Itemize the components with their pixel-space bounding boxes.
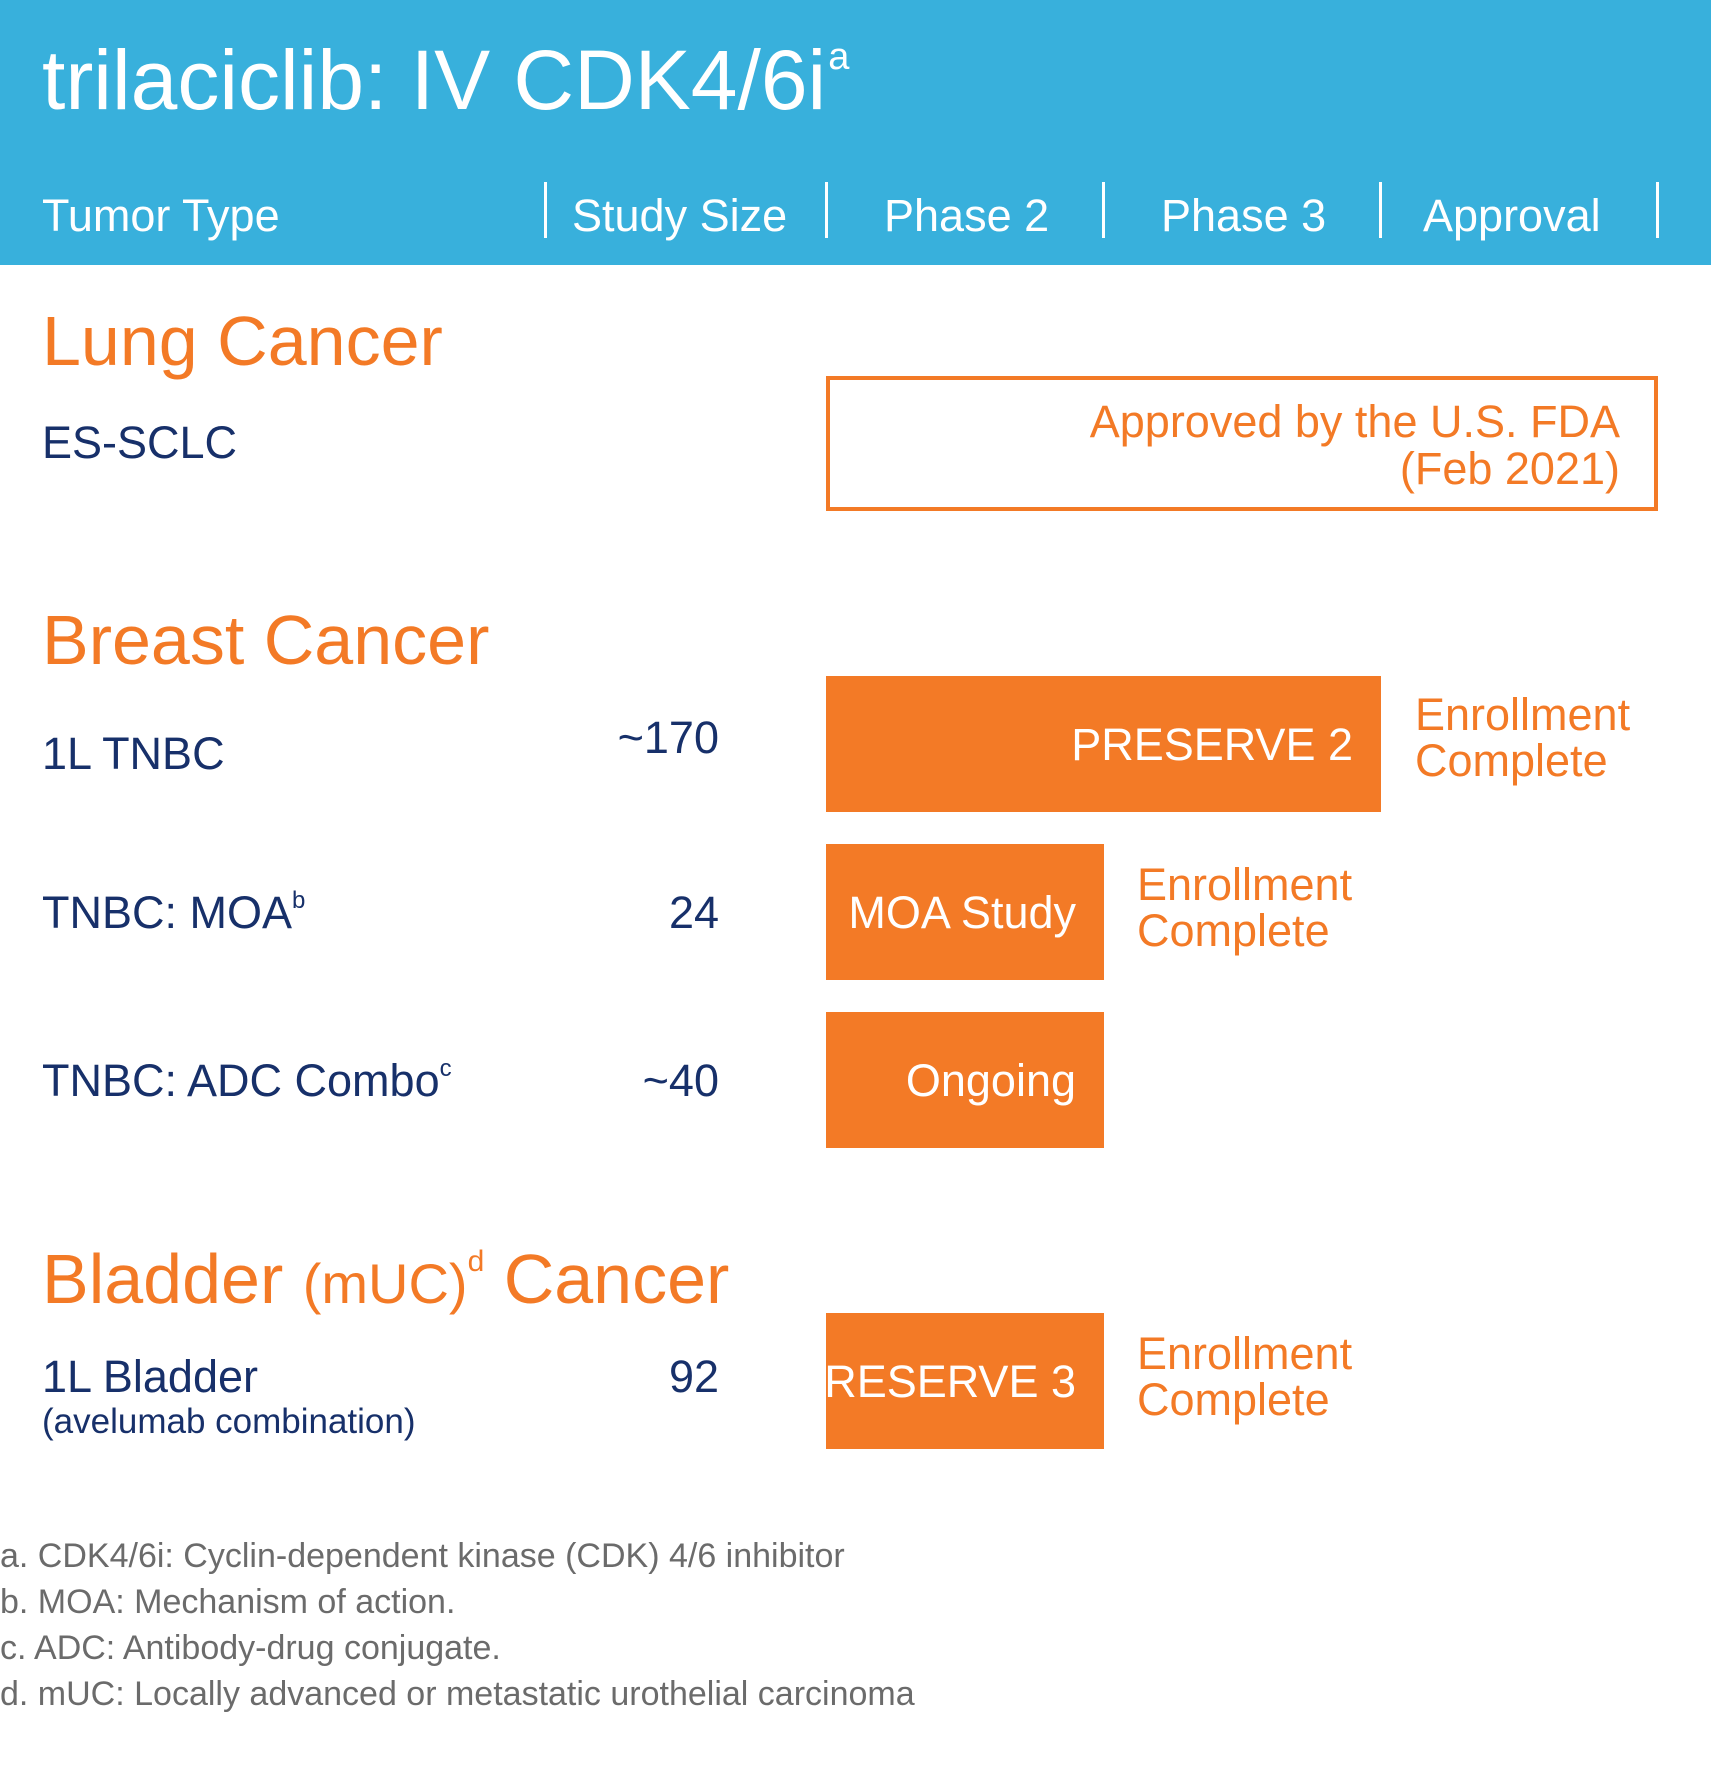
status-line: Enrollment xyxy=(1137,859,1353,910)
footnote-d: d. mUC: Locally advanced or metastatic u… xyxy=(0,1675,915,1713)
status-line: Complete xyxy=(1137,904,1330,956)
row-sublabel-avelumab: (avelumab combination) xyxy=(42,1402,416,1441)
row-label-tnbc-moa: TNBC: MOAb xyxy=(42,887,306,938)
column-header-phase-2: Phase 2 xyxy=(884,190,1050,241)
row-label-1l-tnbc: 1L TNBC xyxy=(42,728,225,779)
bar-label: MOA Study xyxy=(848,886,1076,938)
study-size-1l-bladder: 92 xyxy=(668,1351,719,1402)
footnote-marker: c xyxy=(439,1055,452,1082)
status-enrollment-complete: Enrollment Complete xyxy=(1415,692,1630,784)
column-header-study-size: Study Size xyxy=(572,190,788,241)
approval-date: (Feb 2021) xyxy=(1399,443,1620,495)
status-line: Complete xyxy=(1137,1373,1330,1425)
progress-bar-ongoing: Ongoing xyxy=(826,1012,1104,1148)
row-label-tnbc-adc-combo: TNBC: ADC Comboc xyxy=(42,1055,452,1106)
status-enrollment-complete: Enrollment Complete xyxy=(1137,1331,1352,1423)
status-line: Enrollment xyxy=(1415,689,1631,740)
page-title: trilaciclib: IV CDK4/6ia xyxy=(42,33,850,127)
progress-bar-moa-study: MOA Study xyxy=(826,844,1104,980)
header-banner: trilaciclib: IV CDK4/6ia Tumor Type Stud… xyxy=(0,0,1711,265)
footnote-a: a. CDK4/6i: Cyclin-dependent kinase (CDK… xyxy=(0,1537,845,1575)
bar-label: PRESERVE 3 xyxy=(794,1355,1076,1407)
progress-bar-preserve-3: PRESERVE 3 xyxy=(794,1313,1104,1449)
section-title-lung-cancer: Lung Cancer xyxy=(42,302,443,380)
footnote-c: c. ADC: Antibody-drug conjugate. xyxy=(0,1629,501,1667)
column-header-approval: Approval xyxy=(1423,190,1601,241)
column-header-phase-3: Phase 3 xyxy=(1161,190,1327,241)
approval-box: Approved by the U.S. FDA (Feb 2021) xyxy=(826,376,1658,511)
column-divider xyxy=(544,182,547,238)
section-title-bladder-cancer: Bladder (mUC)d Cancer xyxy=(42,1240,730,1318)
study-size-tnbc-moa: 24 xyxy=(668,887,719,938)
footnote-b: b. MOA: Mechanism of action. xyxy=(0,1583,456,1621)
section-title-breast-cancer: Breast Cancer xyxy=(42,601,490,679)
column-divider xyxy=(1102,182,1105,238)
column-header-tumor-type: Tumor Type xyxy=(42,190,280,241)
status-enrollment-complete: Enrollment Complete xyxy=(1137,862,1352,954)
row-label-1l-bladder: 1L Bladder xyxy=(42,1351,258,1402)
row-label-es-sclc: ES-SCLC xyxy=(42,417,238,468)
column-divider xyxy=(825,182,828,238)
bar-label: Ongoing xyxy=(905,1054,1076,1106)
status-line: Complete xyxy=(1415,734,1608,786)
status-line: Enrollment xyxy=(1137,1328,1353,1379)
study-size-1l-tnbc: ~170 xyxy=(617,712,719,763)
bar-label: PRESERVE 2 xyxy=(1071,718,1353,770)
approval-text: Approved by the U.S. FDA xyxy=(1089,396,1620,447)
footnote-marker: d xyxy=(467,1245,485,1278)
study-size-tnbc-adc: ~40 xyxy=(642,1055,719,1106)
progress-bar-preserve-2: PRESERVE 2 xyxy=(826,676,1381,812)
column-divider xyxy=(1656,182,1659,238)
title-footnote-marker: a xyxy=(828,36,850,78)
footnote-marker: b xyxy=(292,887,306,914)
column-divider xyxy=(1379,182,1382,238)
